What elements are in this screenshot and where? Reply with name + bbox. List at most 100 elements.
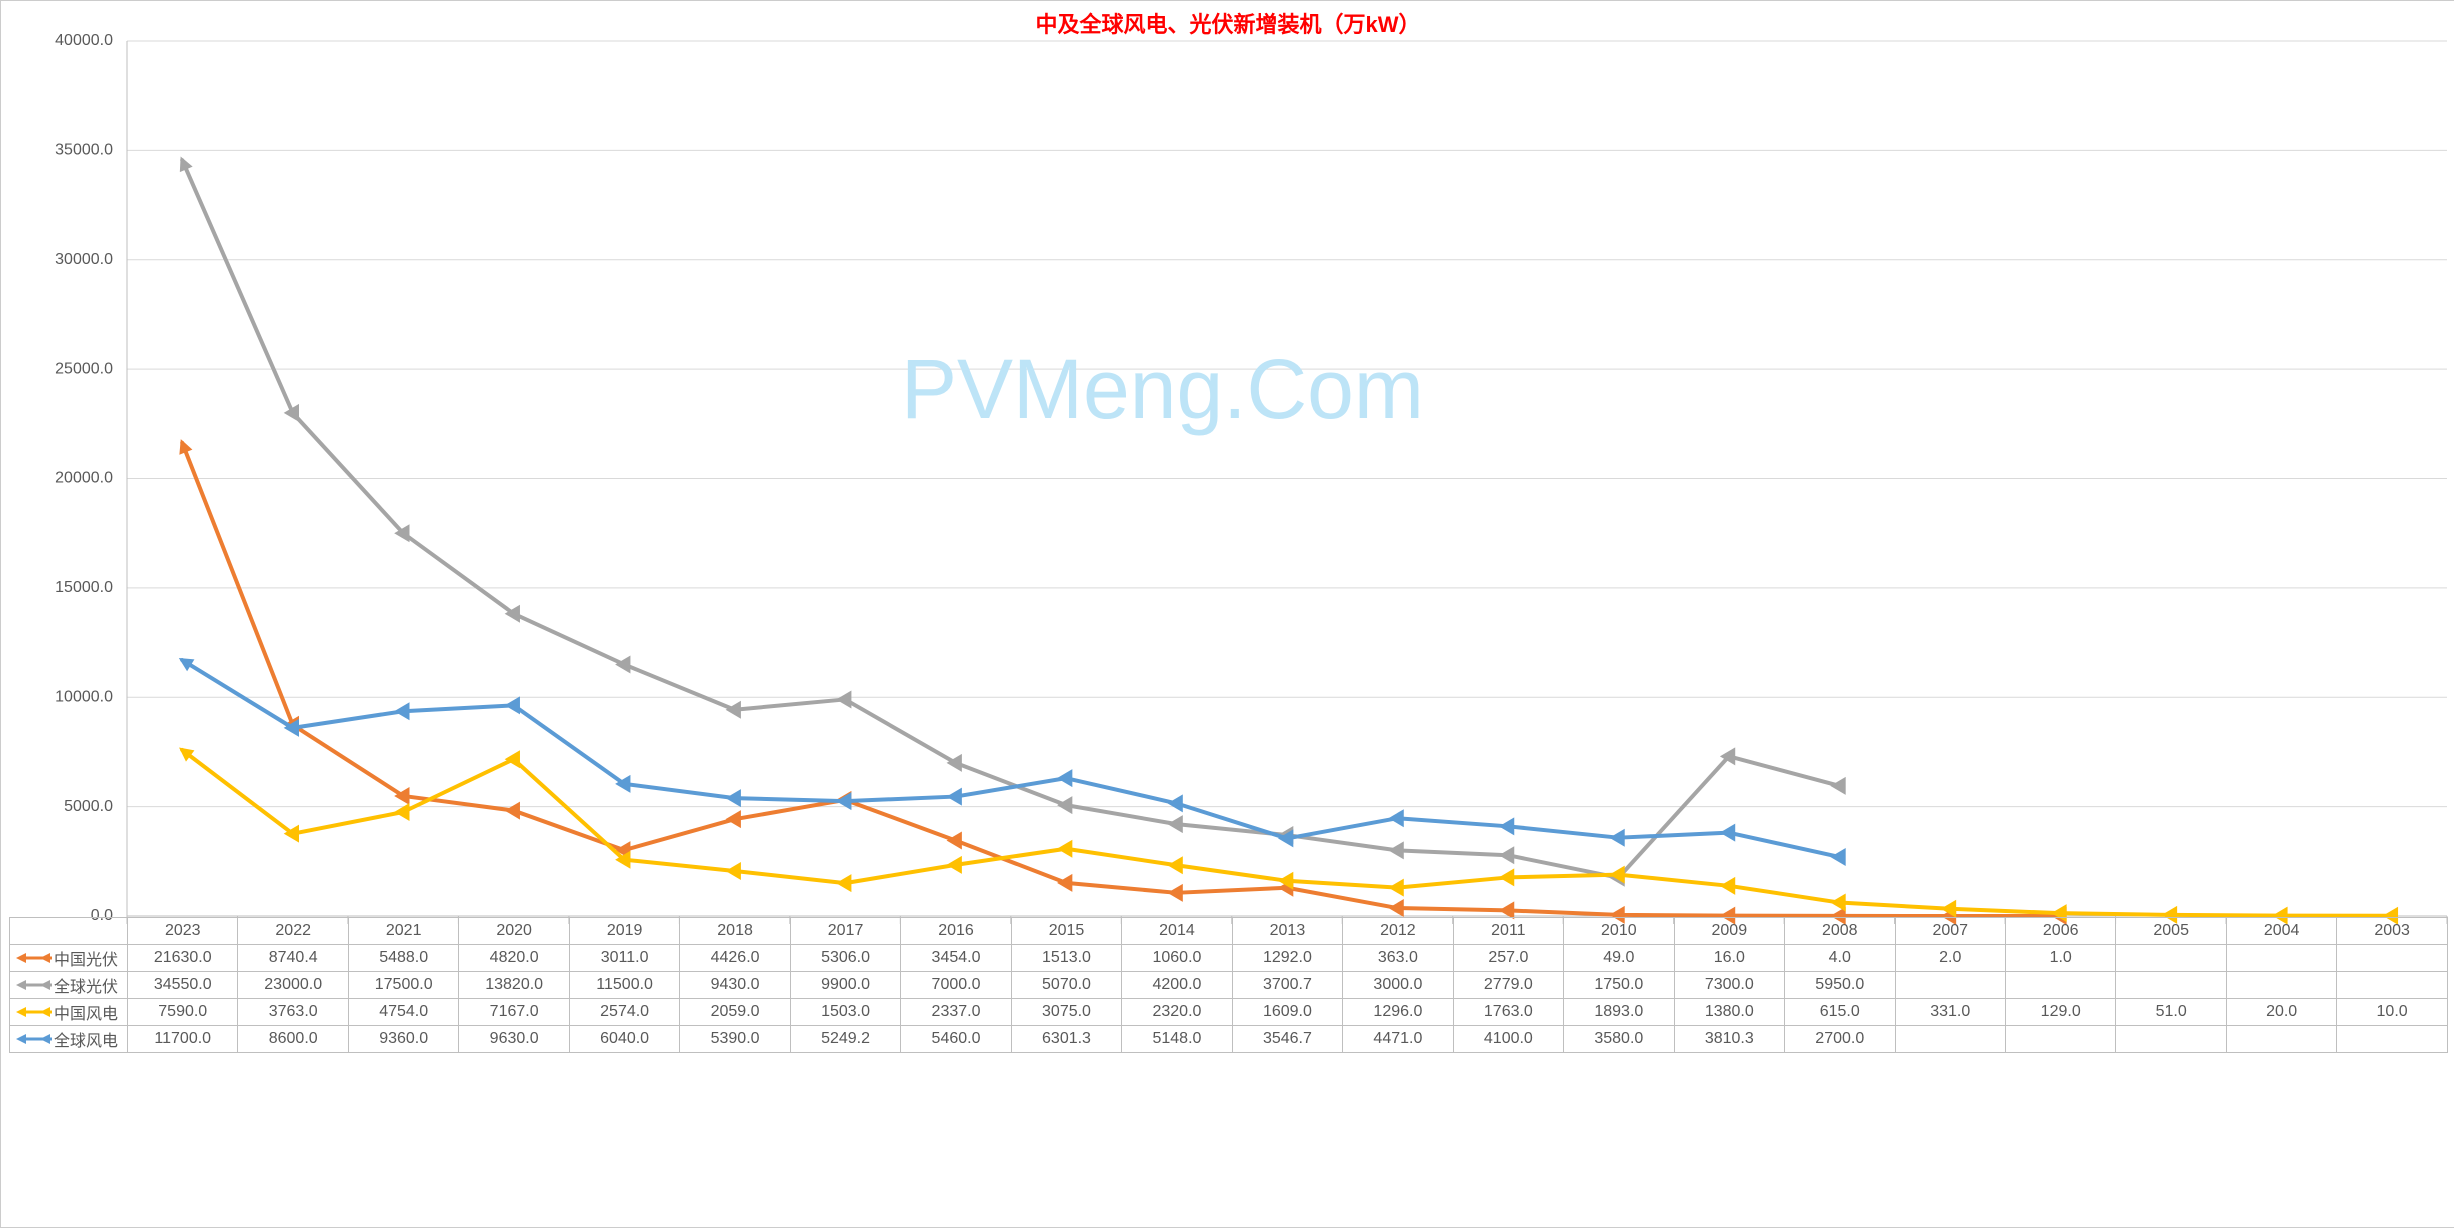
category-label: 2009 — [1674, 918, 1784, 945]
data-cell: 11700.0 — [128, 1026, 238, 1053]
category-label: 2016 — [901, 918, 1011, 945]
series-全球风电 — [179, 658, 1846, 866]
data-cell: 1380.0 — [1674, 999, 1784, 1026]
legend-label: 中国光伏 — [54, 952, 118, 969]
data-cell — [1895, 1026, 2005, 1053]
data-cell: 23000.0 — [238, 972, 348, 999]
data-cell: 3454.0 — [901, 945, 1011, 972]
data-cell: 49.0 — [1564, 945, 1674, 972]
data-cell: 363.0 — [1343, 945, 1453, 972]
data-cell: 129.0 — [2005, 999, 2115, 1026]
data-cell: 4820.0 — [459, 945, 569, 972]
legend-cell: 全球光伏 — [10, 972, 128, 999]
data-cell: 5390.0 — [680, 1026, 790, 1053]
y-tick-label: 20000.0 — [55, 470, 113, 487]
data-cell: 5070.0 — [1011, 972, 1121, 999]
data-cell: 3011.0 — [569, 945, 679, 972]
legend-label: 全球光伏 — [54, 979, 118, 996]
data-cell: 1763.0 — [1453, 999, 1563, 1026]
data-cell — [2116, 945, 2226, 972]
data-cell: 4426.0 — [680, 945, 790, 972]
category-label: 2020 — [459, 918, 569, 945]
data-cell — [2226, 972, 2336, 999]
data-cell: 13820.0 — [459, 972, 569, 999]
y-tick-label: 25000.0 — [55, 360, 113, 377]
data-cell: 1296.0 — [1343, 999, 1453, 1026]
data-cell: 257.0 — [1453, 945, 1563, 972]
data-cell: 2700.0 — [1785, 1026, 1895, 1053]
data-cell: 331.0 — [1895, 999, 2005, 1026]
data-cell: 8740.4 — [238, 945, 348, 972]
data-cell: 5249.2 — [790, 1026, 900, 1053]
data-table: 2023202220212020201920182017201620152014… — [9, 917, 2448, 1053]
data-cell: 3763.0 — [238, 999, 348, 1026]
category-label: 2018 — [680, 918, 790, 945]
data-cell — [2337, 945, 2447, 972]
data-cell: 1.0 — [2005, 945, 2115, 972]
data-cell: 3700.7 — [1232, 972, 1342, 999]
data-cell — [2226, 1026, 2336, 1053]
legend-label: 中国风电 — [54, 1006, 118, 1023]
data-cell: 1609.0 — [1232, 999, 1342, 1026]
category-label: 2006 — [2005, 918, 2115, 945]
data-cell: 2779.0 — [1453, 972, 1563, 999]
data-cell: 1292.0 — [1232, 945, 1342, 972]
data-cell: 7300.0 — [1674, 972, 1784, 999]
data-cell: 3546.7 — [1232, 1026, 1342, 1053]
data-cell: 6301.3 — [1011, 1026, 1121, 1053]
series-全球光伏 — [180, 157, 1846, 887]
data-cell — [2005, 972, 2115, 999]
data-cell — [2337, 1026, 2447, 1053]
category-label: 2021 — [348, 918, 458, 945]
legend-cell: 中国风电 — [10, 999, 128, 1026]
data-cell: 1503.0 — [790, 999, 900, 1026]
data-cell: 2337.0 — [901, 999, 1011, 1026]
data-cell: 9430.0 — [680, 972, 790, 999]
chart-container: 中及全球风电、光伏新增装机（万kW） PVMeng.Com 0.05000.01… — [0, 0, 2454, 1228]
data-cell: 3075.0 — [1011, 999, 1121, 1026]
data-cell: 4471.0 — [1343, 1026, 1453, 1053]
data-cell: 1060.0 — [1122, 945, 1232, 972]
category-label: 2004 — [2226, 918, 2336, 945]
data-cell: 1750.0 — [1564, 972, 1674, 999]
data-cell: 11500.0 — [569, 972, 679, 999]
category-label: 2019 — [569, 918, 679, 945]
data-cell: 34550.0 — [128, 972, 238, 999]
data-cell: 2574.0 — [569, 999, 679, 1026]
data-cell: 20.0 — [2226, 999, 2336, 1026]
data-cell: 2.0 — [1895, 945, 2005, 972]
category-label: 2023 — [128, 918, 238, 945]
data-cell: 2059.0 — [680, 999, 790, 1026]
legend-label: 全球风电 — [54, 1033, 118, 1050]
data-cell — [1895, 972, 2005, 999]
data-cell: 16.0 — [1674, 945, 1784, 972]
category-label: 2010 — [1564, 918, 1674, 945]
data-cell: 9360.0 — [348, 1026, 458, 1053]
category-label: 2005 — [2116, 918, 2226, 945]
data-cell: 4100.0 — [1453, 1026, 1563, 1053]
data-cell: 3810.3 — [1674, 1026, 1784, 1053]
y-tick-label: 15000.0 — [55, 579, 113, 596]
table-header-row: 2023202220212020201920182017201620152014… — [10, 918, 2448, 945]
category-label: 2003 — [2337, 918, 2447, 945]
data-cell: 7167.0 — [459, 999, 569, 1026]
category-label: 2011 — [1453, 918, 1563, 945]
data-cell: 5306.0 — [790, 945, 900, 972]
data-cell — [2116, 972, 2226, 999]
data-cell: 4.0 — [1785, 945, 1895, 972]
table-row: 中国光伏21630.08740.45488.04820.03011.04426.… — [10, 945, 2448, 972]
category-label: 2013 — [1232, 918, 1342, 945]
data-cell: 5460.0 — [901, 1026, 1011, 1053]
data-cell: 17500.0 — [348, 972, 458, 999]
category-label: 2008 — [1785, 918, 1895, 945]
data-cell: 10.0 — [2337, 999, 2447, 1026]
table-row: 全球风电11700.08600.09360.09630.06040.05390.… — [10, 1026, 2448, 1053]
category-label: 2007 — [1895, 918, 2005, 945]
legend-cell: 中国光伏 — [10, 945, 128, 972]
data-cell: 3580.0 — [1564, 1026, 1674, 1053]
data-cell: 6040.0 — [569, 1026, 679, 1053]
category-label: 2015 — [1011, 918, 1121, 945]
chart-title: 中及全球风电、光伏新增装机（万kW） — [1, 7, 2454, 39]
data-cell: 7590.0 — [128, 999, 238, 1026]
y-tick-label: 35000.0 — [55, 142, 113, 159]
